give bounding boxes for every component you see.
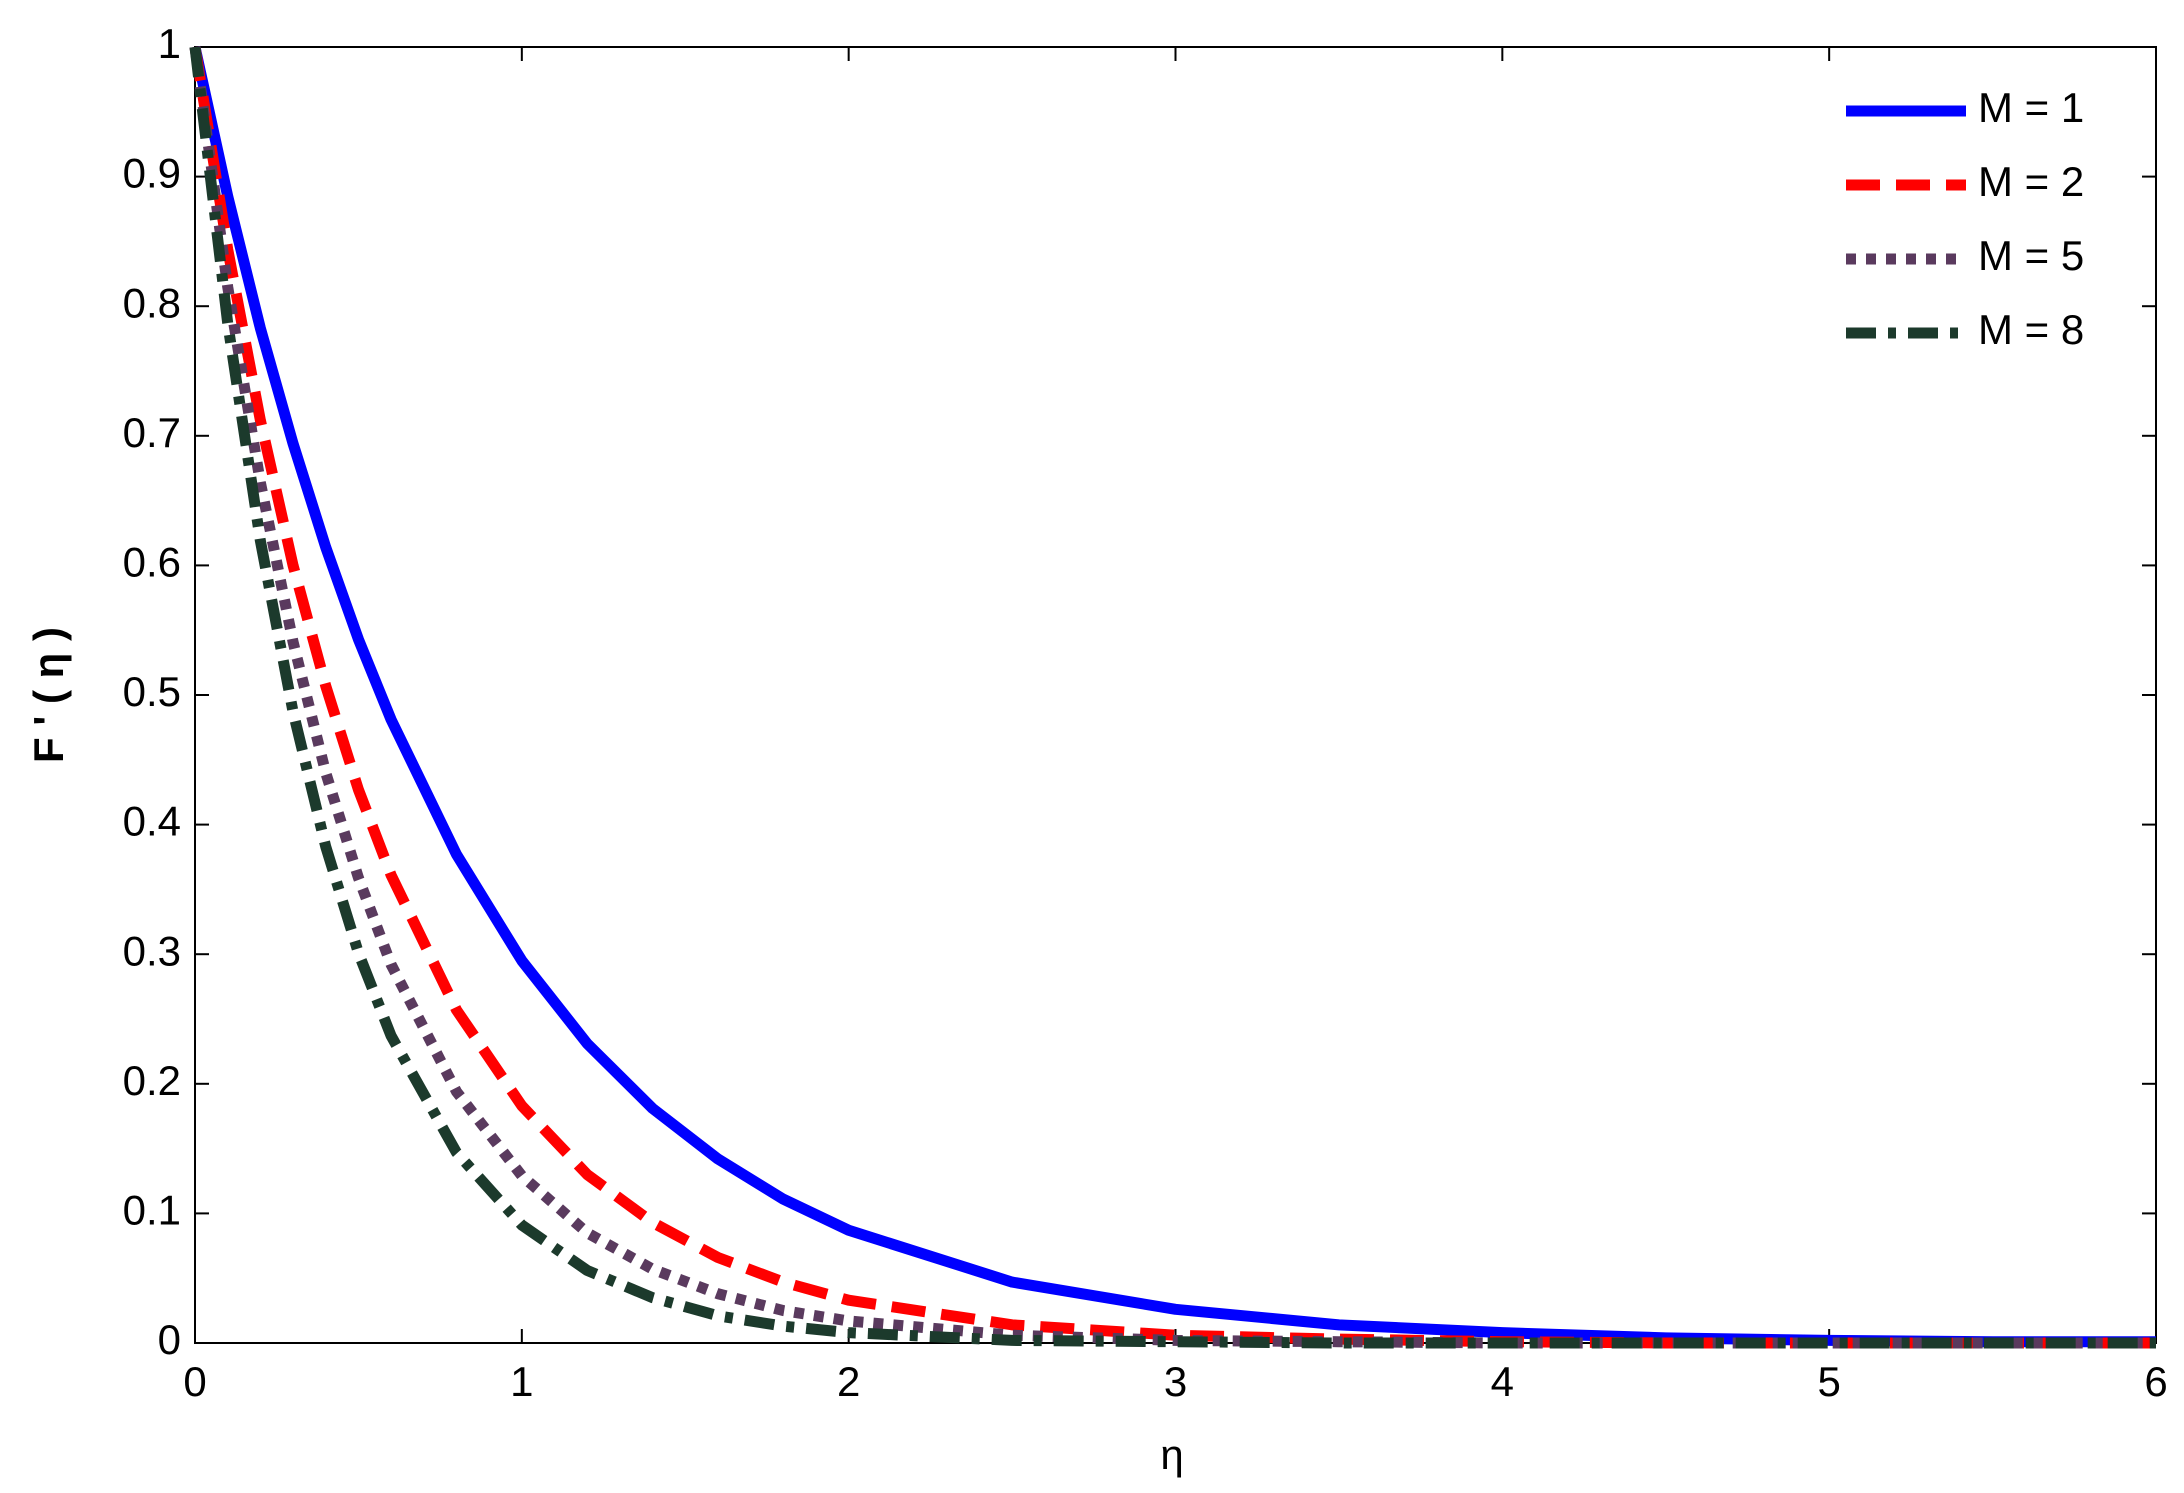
y-tick-label: 1	[158, 20, 181, 67]
x-tick-label: 6	[2144, 1358, 2167, 1405]
data-line	[189, 46, 2156, 1349]
x-tick-label: 0	[183, 1358, 206, 1405]
x-tick-label: 4	[1491, 1358, 1514, 1405]
y-tick-label: 0.6	[123, 538, 181, 585]
y-tick-label: 0.3	[123, 927, 181, 974]
legend-label: M = 5	[1978, 232, 2084, 279]
data-line	[189, 46, 2156, 1349]
legend-label: M = 8	[1978, 306, 2084, 353]
data-line	[189, 45, 2156, 1348]
y-tick-label: 0.5	[123, 668, 181, 715]
y-tick-label: 0.4	[123, 798, 181, 845]
x-tick-label: 2	[837, 1358, 860, 1405]
x-tick-label: 3	[1164, 1358, 1187, 1405]
x-tick-label: 1	[510, 1358, 533, 1405]
y-tick-label: 0.8	[123, 279, 181, 326]
data-line	[189, 46, 2156, 1349]
y-tick-label: 0.9	[123, 150, 181, 197]
y-tick-label: 0.7	[123, 409, 181, 456]
y-tick-label: 0.2	[123, 1057, 181, 1104]
x-tick-label: 5	[1817, 1358, 1840, 1405]
legend-label: M = 2	[1978, 158, 2084, 205]
y-tick-label: 0	[158, 1316, 181, 1363]
x-axis-label: η	[1160, 1431, 1183, 1478]
y-tick-label: 0.1	[123, 1186, 181, 1233]
legend-label: M = 1	[1978, 84, 2084, 131]
y-axis-label: F ' ( η )	[25, 627, 72, 763]
